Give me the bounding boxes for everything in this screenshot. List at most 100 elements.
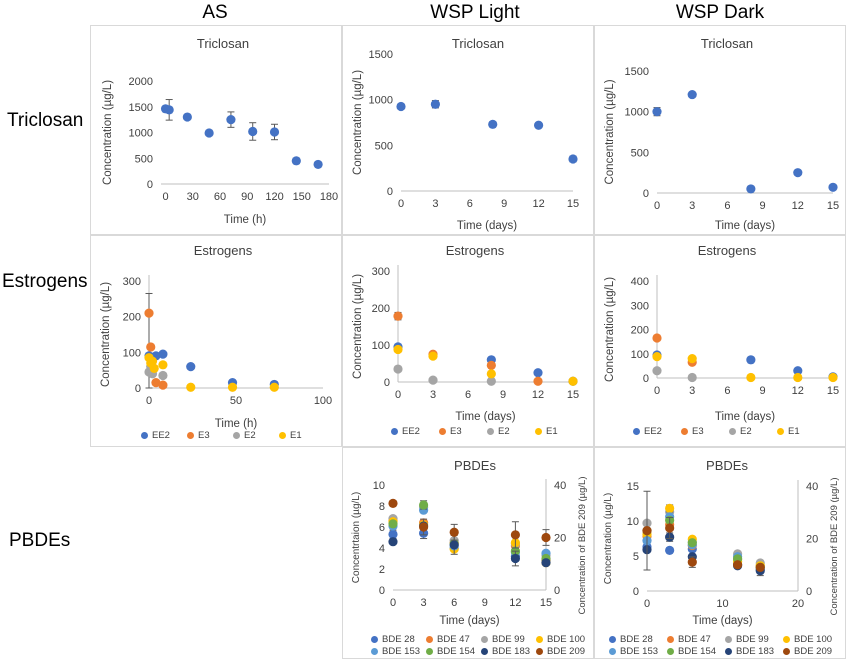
data-point [665,545,675,555]
legend-marker [729,428,736,435]
x-tick-label: 3 [430,389,436,401]
data-point [144,308,154,318]
data-point [486,376,496,386]
data-point [393,364,403,374]
legend-item: BDE 28 [609,634,653,645]
legend-item: BDE 28 [371,634,415,645]
legend-item: BDE 99 [725,634,769,645]
legend-label: E2 [498,426,510,437]
data-point [428,375,438,385]
data-point [665,523,675,533]
x-axis-label: Time (days) [692,615,752,627]
legend-marker [681,428,688,435]
y2-tick-label: 0 [554,585,560,597]
data-point [227,382,238,392]
y-tick-label: 0 [379,585,385,597]
x-tick-label: 3 [421,597,427,609]
legend-label: E2 [740,426,752,437]
data-point [428,351,438,361]
chart-wspl-triclosan: Triclosan 0 3 6 9 12 15 0 500 1000 1500 Time (days)… [352,36,579,232]
x-tick-label: 9 [482,597,488,609]
legend-marker [141,432,148,439]
data-point [313,159,323,170]
data-point [642,526,652,536]
y-tick-label: 300 [372,266,390,278]
data-point [533,368,543,378]
legend-label: E3 [198,430,210,441]
data-point [533,376,543,386]
y-tick-label: 0 [135,383,141,395]
legend-marker [481,636,488,643]
data-point [147,356,158,366]
legend-marker [536,636,543,643]
data-point [164,105,174,115]
data-point [486,360,496,370]
data-point [665,503,675,513]
data-point [388,529,398,539]
chart-title: Triclosan [452,36,504,51]
y-axis-label: Concentration (µg/L) [102,80,114,185]
legend-label: EE2 [152,430,170,441]
x-tick-label: 0 [398,198,404,210]
legend-marker [233,432,240,439]
data-point [793,366,803,376]
legend-label: E1 [788,426,800,437]
x-tick-label: 15 [567,198,579,210]
y2-axis-label: Concentration of BDE 209 (µg/L) [577,476,588,614]
chart-wspd-estrogens: Estrogens 0 3 6 9 12 15 0 100 200 300 400 Time (days… [604,243,839,423]
data-point [430,99,440,109]
legend-marker [439,428,446,435]
legend-marker [371,636,378,643]
legend-marker [371,648,378,655]
chart-as-estrogens: Estrogens 0 50 100 0 100 200 300 Time (h) Concent… [100,243,332,430]
x-axis-label: Time (h) [224,214,267,226]
x-axis-label: Time (days) [457,220,517,232]
y-tick-label: 200 [123,312,141,324]
y-tick-label: 100 [372,340,390,352]
legend-label: BDE 183 [736,646,775,657]
x-tick-label: 9 [501,198,507,210]
legend-item: BDE 100 [536,634,585,645]
legend-marker [535,428,542,435]
y-tick-label: 1500 [129,102,153,114]
legend-label: E2 [244,430,256,441]
legend-item: EE2 [633,426,662,437]
y-tick-label: 1500 [369,49,393,61]
legend-marker [725,636,732,643]
chart-title: PBDEs [706,458,748,473]
data-point [828,372,838,383]
legend-item: EE2 [141,430,170,441]
data-point [652,333,662,343]
x-tick-label: 90 [241,191,253,203]
y-axis-label: Concentration (µg/L) [352,70,364,175]
x-tick-label: 0 [644,598,650,610]
y-tick-label: 500 [135,153,153,165]
legend-marker [536,648,543,655]
legend-label: BDE 47 [678,634,711,645]
data-point [186,382,196,392]
chart-title: Estrogens [446,243,505,258]
legend-item: BDE 100 [783,634,832,645]
x-tick-label: 10 [716,598,728,610]
data-point [149,363,159,373]
y-tick-label: 4 [379,543,385,555]
data-point [687,354,697,364]
data-point [146,342,156,352]
data-point [568,376,578,386]
data-point [687,372,697,383]
y-tick-label: 100 [631,349,649,361]
legend-label: BDE 153 [620,646,659,657]
legend-marker [783,648,790,655]
y2-tick-label: 20 [806,534,818,546]
chart-title: Estrogens [698,243,757,258]
legend-marker [667,636,674,643]
panel-wspl-triclosan: Triclosan 0 3 6 9 12 15 0 500 1000 1500 Time (days)… [342,25,594,235]
y-tick-label: 0 [384,377,390,389]
x-tick-label: 60 [214,191,226,203]
legend-marker [777,428,784,435]
data-point [393,344,403,355]
data-point [687,557,697,567]
y2-tick-label: 20 [554,533,566,545]
data-point [158,370,168,381]
data-point [652,366,662,376]
